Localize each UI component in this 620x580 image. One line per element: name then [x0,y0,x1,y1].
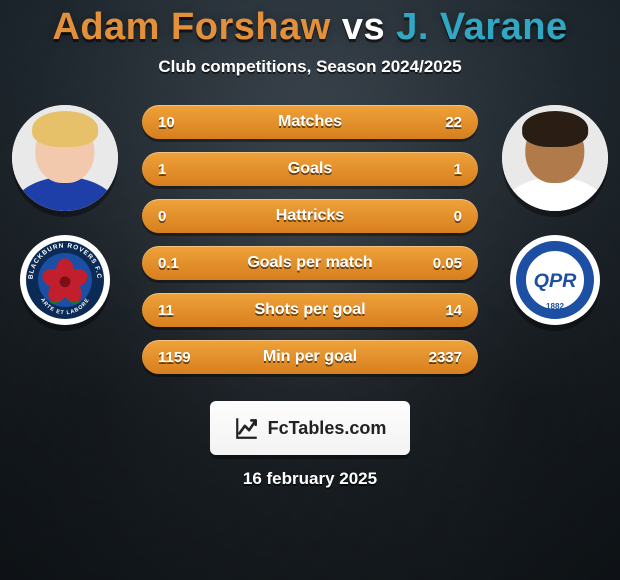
stat-rhs: 22 [445,114,462,131]
stat-row: 11Shots per goal14 [142,293,478,327]
stat-rhs: 14 [445,302,462,319]
subtitle: Club competitions, Season 2024/2025 [0,57,620,77]
club2-crest: QUEENS PARK RANGERS QPR 1882 [510,235,600,325]
stats-list: 10Matches221Goals10Hattricks00.1Goals pe… [142,105,478,374]
stat-lhs: 11 [158,302,174,319]
stat-rhs: 0.05 [433,255,462,272]
stat-lhs: 10 [158,114,175,131]
stat-lhs: 1 [158,161,166,178]
club1-ring-text: BLACKBURN ROVERS F.C ARTE ET LABORE [20,235,110,325]
source-badge: FcTables.com [210,401,410,455]
source-label: FcTables.com [268,418,387,439]
stat-rhs: 0 [454,208,462,225]
club1-crest: BLACKBURN ROVERS F.C ARTE ET LABORE [20,235,110,325]
stat-label: Goals [142,160,478,178]
stat-row: 1159Min per goal2337 [142,340,478,374]
svg-text:BLACKBURN ROVERS F.C: BLACKBURN ROVERS F.C [28,243,103,280]
date-text: 16 february 2025 [0,469,620,489]
vs-text: vs [342,6,385,48]
stat-row: 1Goals1 [142,152,478,186]
club2-emblem-icon: QUEENS PARK RANGERS QPR 1882 [510,235,600,325]
player2-avatar [502,105,608,211]
stat-rhs: 1 [454,161,462,178]
stat-lhs: 0 [158,208,166,225]
stat-row: 0Hattricks0 [142,199,478,233]
svg-text:1882: 1882 [546,302,564,311]
stat-row: 0.1Goals per match0.05 [142,246,478,280]
stat-rhs: 2337 [429,349,462,366]
stat-label: Shots per goal [142,301,478,319]
svg-text:QPR: QPR [534,270,578,292]
comparison-body: BLACKBURN ROVERS F.C ARTE ET LABORE [10,105,610,385]
svg-text:ARTE ET LABORE: ARTE ET LABORE [39,297,91,316]
stat-lhs: 1159 [158,349,191,366]
comparison-card: Adam Forshaw vs J. Varane Club competiti… [0,0,620,580]
stat-label: Matches [142,113,478,131]
stat-label: Hattricks [142,207,478,225]
stat-row: 10Matches22 [142,105,478,139]
chart-icon [234,415,260,441]
player1-avatar [12,105,118,211]
stat-label: Min per goal [142,348,478,366]
page-title: Adam Forshaw vs J. Varane [0,6,620,49]
stat-lhs: 0.1 [158,255,179,272]
player1-name: Adam Forshaw [52,6,330,48]
svg-text:QUEENS PARK RANGERS: QUEENS PARK RANGERS [520,244,590,273]
player2-name: J. Varane [396,6,567,48]
stat-label: Goals per match [142,254,478,272]
